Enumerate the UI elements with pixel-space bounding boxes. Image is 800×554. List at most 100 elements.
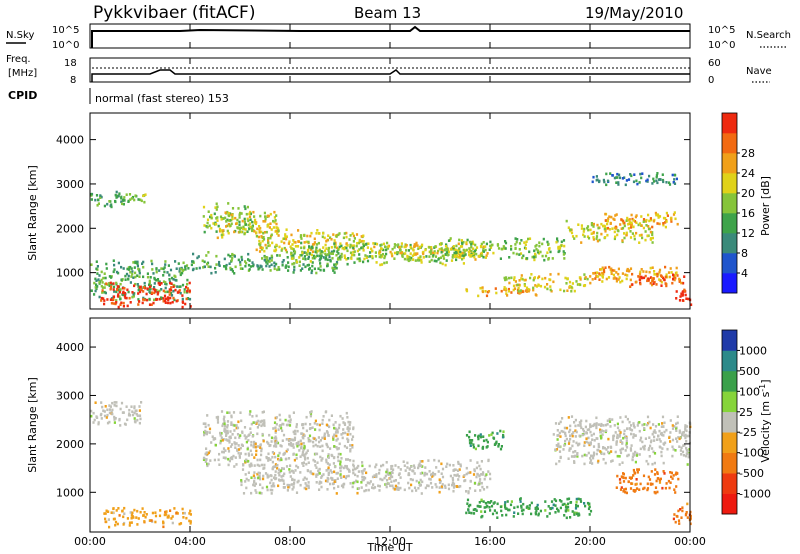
echo-cell — [170, 291, 173, 295]
echo-cell — [373, 474, 376, 477]
echo-cell — [484, 474, 487, 478]
echo-cell — [409, 245, 412, 249]
echo-cell — [387, 482, 390, 485]
echo-cell — [539, 509, 542, 513]
echo-cell — [665, 273, 668, 276]
echo-cell — [588, 513, 591, 516]
echo-cell — [629, 226, 633, 229]
echo-cell — [461, 242, 464, 246]
echo-cell — [265, 264, 268, 268]
beam-title: Beam 13 — [354, 4, 421, 22]
echo-cell — [473, 508, 477, 511]
echo-cell — [137, 292, 140, 295]
echo-cell — [172, 285, 175, 288]
echo-cell — [108, 525, 111, 529]
echo-cell — [292, 471, 295, 474]
echo-cell — [222, 456, 225, 459]
echo-cell — [664, 441, 667, 445]
xtick-label: 08:00 — [274, 535, 306, 548]
echo-cell — [338, 232, 341, 235]
echo-cell — [255, 414, 258, 418]
echo-cell — [625, 439, 628, 443]
echo-cell — [620, 227, 623, 230]
echo-cell — [186, 287, 189, 290]
echo-cell — [624, 490, 627, 494]
echo-cell — [206, 464, 209, 468]
echo-cell — [271, 455, 274, 459]
echo-cell — [671, 281, 674, 285]
echo-cell — [114, 302, 117, 306]
echo-cell — [473, 468, 476, 471]
echo-cell — [672, 448, 675, 451]
echo-cell — [576, 455, 579, 458]
echo-cell — [164, 282, 167, 286]
echo-cell — [186, 289, 189, 293]
echo-cell — [437, 470, 440, 473]
echo-cell — [379, 477, 382, 481]
echo-cell — [671, 427, 675, 430]
echo-cell — [528, 504, 531, 507]
echo-cell — [580, 227, 583, 230]
echo-cell — [675, 177, 678, 181]
echo-cell — [523, 241, 526, 244]
echo-cell — [598, 180, 601, 184]
echo-cell — [391, 484, 394, 488]
echo-cell — [478, 480, 481, 484]
echo-cell — [474, 258, 477, 261]
echo-cell — [595, 274, 598, 278]
echo-cell — [123, 295, 126, 298]
echo-cell — [641, 440, 644, 444]
echo-cell — [246, 217, 249, 221]
echo-cell — [488, 248, 491, 251]
echo-cell — [378, 472, 381, 475]
echo-cell — [462, 256, 465, 260]
colorbar-tick-label: 4 — [741, 267, 748, 280]
echo-cell — [103, 512, 106, 515]
echo-cell — [315, 475, 318, 478]
echo-cell — [274, 248, 278, 251]
echo-cell — [167, 264, 170, 267]
echo-cell — [633, 234, 636, 238]
echo-cell — [505, 289, 508, 292]
echo-cell — [649, 482, 652, 486]
echo-cell — [90, 414, 93, 418]
echo-cell — [302, 453, 305, 457]
echo-cell — [112, 282, 115, 285]
echo-cell — [465, 490, 468, 493]
echo-cell — [490, 504, 494, 508]
echo-cell — [135, 412, 138, 416]
echo-cell — [152, 301, 155, 305]
echo-cell — [439, 261, 442, 265]
echo-cell — [205, 447, 208, 450]
echo-cell — [401, 255, 404, 258]
echo-cell — [167, 298, 170, 302]
echo-cell — [263, 424, 266, 427]
echo-cell — [464, 253, 467, 256]
echo-cell — [653, 461, 656, 465]
echo-cell — [595, 437, 598, 440]
echo-cell — [546, 283, 549, 286]
echo-cell — [95, 279, 98, 282]
echo-cell — [355, 244, 358, 248]
echo-cell — [628, 218, 631, 221]
echo-cell — [489, 240, 492, 244]
echo-cell — [224, 424, 227, 428]
echo-cell — [623, 232, 626, 235]
echo-cell — [477, 437, 480, 441]
echo-cell — [527, 288, 530, 291]
echo-cell — [629, 236, 633, 239]
echo-cell — [659, 477, 662, 481]
echo-cell — [579, 278, 582, 281]
echo-cell — [429, 478, 432, 481]
echo-cell — [328, 425, 331, 429]
echo-cell — [96, 204, 99, 207]
echo-cell — [258, 225, 261, 228]
echo-cell — [474, 489, 477, 492]
echo-cell — [653, 280, 656, 284]
echo-cell — [638, 241, 641, 244]
echo-cell — [458, 254, 461, 257]
echo-cell — [605, 277, 608, 281]
echo-cell — [269, 212, 272, 216]
echo-cell — [452, 245, 455, 248]
echo-cell — [504, 507, 507, 510]
